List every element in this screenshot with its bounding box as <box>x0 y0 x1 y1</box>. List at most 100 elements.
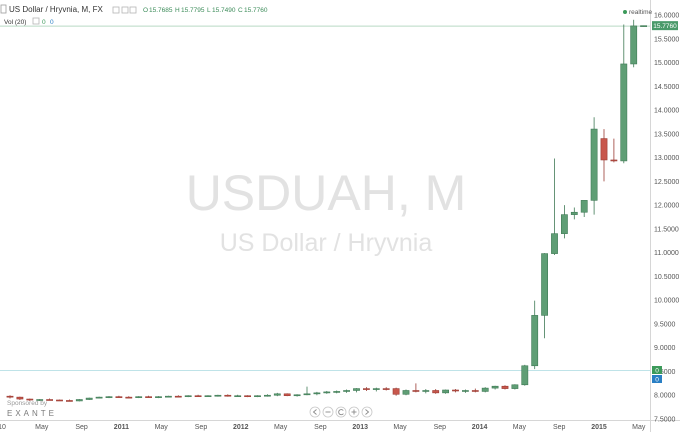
candle-body <box>422 390 430 392</box>
watermark-name: US Dollar / Hryvnia <box>220 229 433 257</box>
candle-body <box>551 233 558 254</box>
candle <box>481 387 489 393</box>
time-tick-label: 2014 <box>472 424 488 431</box>
candle-body <box>263 394 271 397</box>
candle <box>174 395 182 398</box>
candle-body <box>105 396 113 398</box>
candle <box>125 396 133 399</box>
zoom-out-button[interactable] <box>322 406 334 418</box>
volume-settings-icon[interactable] <box>32 17 40 25</box>
realtime-label: realtime <box>629 9 653 16</box>
more-icon[interactable] <box>129 6 137 14</box>
candle-body <box>412 390 420 392</box>
candle-body <box>501 385 509 389</box>
time-axis-ticks[interactable]: 10 May Sep 2011 May Sep 2012 May Sep 2013 May Sep 20… <box>0 424 646 431</box>
time-tick-label: May <box>513 424 527 431</box>
price-tick-label: 9.5000 <box>654 321 676 328</box>
candle <box>531 300 539 370</box>
chart-title: US Dollar / Hryvnia, M, FX <box>9 5 103 14</box>
watermark-symbol: USDUAH, M <box>186 165 467 221</box>
chart-header: US Dollar / Hryvnia, M, FX O 15.7685 H 1… <box>0 4 653 26</box>
candle <box>36 399 44 401</box>
candle <box>16 396 24 400</box>
candle-body <box>95 396 103 399</box>
collapse-icon[interactable] <box>0 4 7 14</box>
candle-body <box>590 128 598 201</box>
candle <box>293 394 301 397</box>
candle <box>46 398 53 401</box>
sponsor-label: Sponsored by <box>7 400 48 407</box>
candle-body <box>531 315 539 367</box>
candle <box>75 399 83 402</box>
candle <box>66 399 73 402</box>
candle-body <box>452 389 459 392</box>
candle <box>95 396 103 399</box>
current-price-marker: 15.7760 <box>652 21 678 31</box>
candle <box>165 395 172 398</box>
candle-body <box>353 388 360 391</box>
time-tick-label: May <box>274 424 288 431</box>
volume-badges: 0 0 <box>652 366 662 384</box>
candle-body <box>432 390 440 394</box>
price-tick-label: 10.5000 <box>654 274 679 281</box>
ohlc-low-label: L <box>207 7 211 14</box>
candle <box>333 390 341 394</box>
candle <box>382 387 390 391</box>
candle <box>560 205 568 239</box>
time-tick-label: 2011 <box>114 424 129 431</box>
price-tick-label: 11.0000 <box>654 250 679 257</box>
candle-body <box>165 395 172 398</box>
candle <box>501 385 509 390</box>
candle-body <box>293 394 301 397</box>
candle <box>362 387 370 391</box>
candle <box>610 138 618 163</box>
time-tick-label: May <box>632 424 646 431</box>
candle-body <box>214 394 222 397</box>
candle-body <box>204 395 212 398</box>
sponsor-block[interactable]: Sponsored by EXANTE <box>7 400 57 418</box>
candle-body <box>313 392 321 395</box>
volume-badge-2: 0 <box>655 377 659 384</box>
price-label-background <box>652 21 678 31</box>
ohlc-close-value: 15.7760 <box>244 7 268 14</box>
price-tick-label: 13.5000 <box>654 131 679 138</box>
candle <box>491 385 499 390</box>
toggle-icon[interactable] <box>121 6 129 14</box>
candle-body <box>600 138 608 161</box>
candle <box>273 392 281 397</box>
candle-body <box>194 395 202 398</box>
candle-body <box>620 63 628 162</box>
price-label: 15.7760 <box>653 23 677 30</box>
candle-body <box>155 396 162 398</box>
scroll-left-button[interactable] <box>309 406 321 418</box>
candle-body <box>392 388 400 395</box>
price-axis-ticks[interactable]: 16.0000 15.5000 15.0000 14.5000 14.0000 13.50… <box>654 13 679 424</box>
candle <box>263 394 271 397</box>
candle-body <box>372 388 380 390</box>
price-tick-label: 8.5000 <box>654 369 676 376</box>
volume-value-1: 0 <box>42 19 46 26</box>
candle <box>471 388 479 393</box>
candle-body <box>560 214 568 234</box>
reset-button[interactable] <box>335 406 347 418</box>
price-tick-label: 7.5000 <box>654 417 676 424</box>
candle-body <box>174 395 182 398</box>
price-tick-label: 15.0000 <box>654 60 679 67</box>
candles <box>6 19 647 402</box>
candle-body <box>333 391 341 393</box>
candle <box>511 384 519 390</box>
candle-body <box>283 393 291 397</box>
candle <box>422 389 430 394</box>
price-tick-label: 10.0000 <box>654 298 679 305</box>
candle <box>303 386 311 396</box>
settings-icon[interactable] <box>112 6 120 14</box>
candle-body <box>541 253 548 316</box>
candle-body <box>6 395 14 398</box>
scroll-right-button[interactable] <box>361 406 373 418</box>
volume-label: Vol (20) <box>4 19 26 26</box>
sponsor-brand[interactable]: EXANTE <box>7 409 57 418</box>
candle-body <box>442 389 449 394</box>
zoom-in-button[interactable] <box>348 406 360 418</box>
price-tick-label: 14.5000 <box>654 84 679 91</box>
